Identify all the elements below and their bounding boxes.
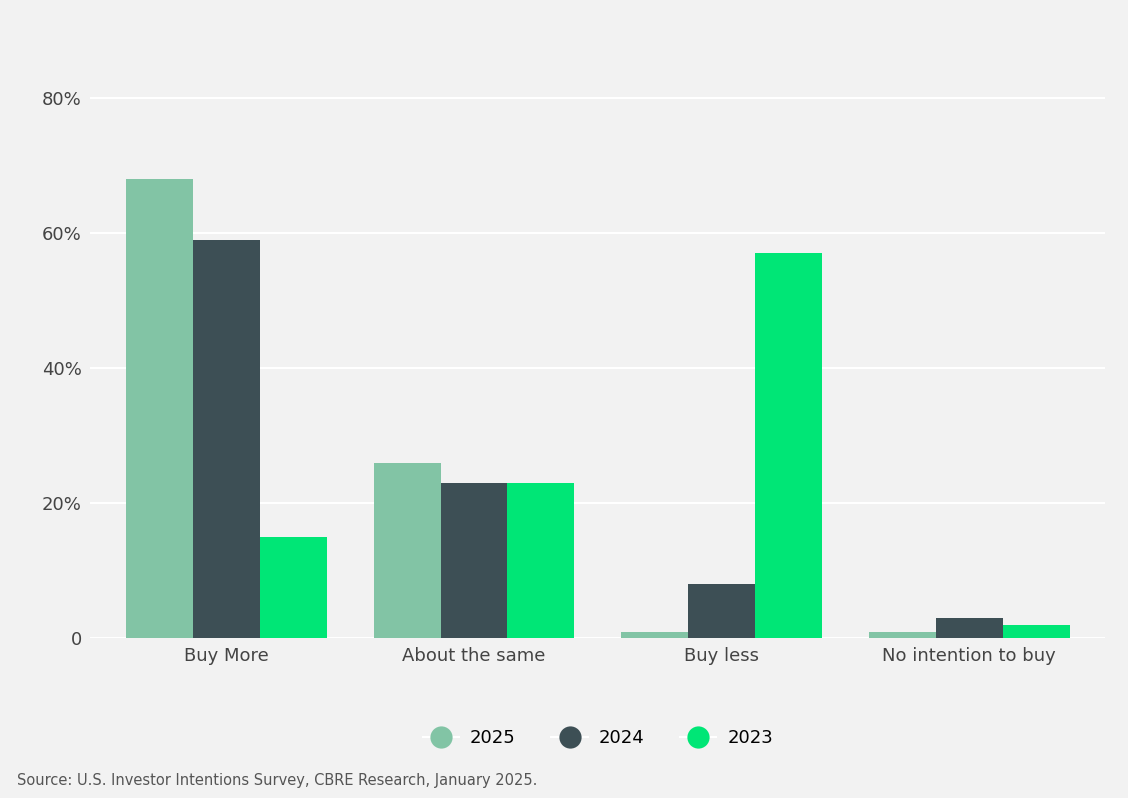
- Bar: [688, 584, 755, 638]
- Bar: [441, 483, 508, 638]
- Bar: [126, 179, 193, 638]
- Legend: 2025, 2024, 2023: 2025, 2024, 2023: [415, 722, 781, 755]
- Bar: [936, 618, 1003, 638]
- Bar: [373, 463, 441, 638]
- Bar: [259, 537, 327, 638]
- Bar: [508, 483, 574, 638]
- Bar: [622, 632, 688, 638]
- Bar: [755, 253, 822, 638]
- Bar: [1003, 625, 1069, 638]
- Bar: [193, 239, 259, 638]
- Bar: [869, 632, 936, 638]
- Text: Source: U.S. Investor Intentions Survey, CBRE Research, January 2025.: Source: U.S. Investor Intentions Survey,…: [17, 772, 537, 788]
